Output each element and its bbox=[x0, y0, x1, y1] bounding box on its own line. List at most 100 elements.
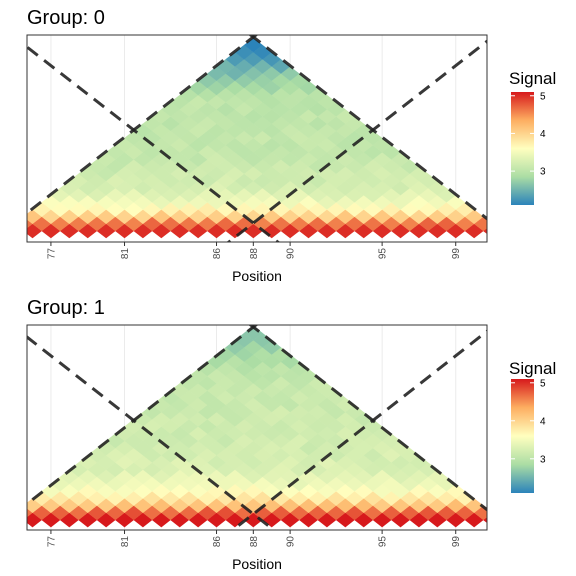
heatmap-cell bbox=[225, 354, 245, 370]
facet-group-0: Group: 0 77 81 86 88 90 95 99 Position Signal … bbox=[26, 7, 556, 284]
heatmap-cell bbox=[207, 195, 226, 210]
heatmap-cell bbox=[50, 476, 70, 492]
heatmap-cell bbox=[427, 512, 447, 528]
heatmap-cell bbox=[78, 166, 98, 182]
heatmap-cell bbox=[253, 361, 272, 377]
heatmap-cell bbox=[170, 455, 190, 470]
heatmap-cell bbox=[124, 447, 144, 463]
heatmap-cell bbox=[197, 187, 217, 203]
heatmap-cell bbox=[133, 166, 153, 182]
heatmap-cell bbox=[271, 419, 291, 434]
legend: Signal 3 4 5 bbox=[509, 359, 556, 493]
heatmap-cell bbox=[188, 80, 208, 96]
heatmap-cell bbox=[335, 109, 355, 124]
heatmap-cell bbox=[151, 483, 171, 499]
heatmap-cell bbox=[280, 195, 300, 210]
heatmap-cell bbox=[473, 505, 487, 521]
heatmap-cell bbox=[427, 483, 447, 499]
heatmap-cell bbox=[96, 223, 116, 239]
heatmap-cell bbox=[170, 123, 190, 139]
legend-tick-label: 3 bbox=[540, 167, 546, 178]
heatmap-cell bbox=[170, 483, 190, 499]
heatmap-cell bbox=[289, 145, 309, 160]
heatmap-cell bbox=[381, 159, 401, 174]
x-tick-label: 81 bbox=[120, 536, 131, 548]
heatmap-cell bbox=[124, 476, 144, 492]
heatmap-cell bbox=[27, 209, 42, 224]
legend-colorbar bbox=[511, 379, 534, 493]
heatmap-cell bbox=[381, 173, 401, 189]
heatmap-cell bbox=[188, 455, 208, 470]
heatmap-cell bbox=[326, 390, 346, 406]
x-tick-label: 99 bbox=[451, 248, 462, 260]
heatmap-cell bbox=[483, 516, 487, 524]
heatmap-cell bbox=[418, 202, 438, 217]
heatmap-cell bbox=[27, 508, 33, 518]
heatmap-cell bbox=[243, 354, 263, 370]
heatmap-cell bbox=[280, 137, 300, 153]
x-tick-label: 95 bbox=[378, 536, 389, 548]
heatmap-cell bbox=[326, 202, 346, 217]
heatmap-cell bbox=[87, 447, 107, 463]
x-tick-label: 88 bbox=[249, 536, 260, 548]
heatmap-cell bbox=[124, 187, 144, 203]
heatmap-cell bbox=[151, 166, 171, 182]
heatmap-cell bbox=[96, 483, 116, 499]
heatmap-cell bbox=[262, 354, 282, 370]
heatmap-cell bbox=[391, 455, 410, 470]
heatmap-cell bbox=[105, 447, 125, 463]
heatmap-cell bbox=[289, 116, 309, 131]
heatmap-cell bbox=[326, 116, 346, 131]
heatmap-cell bbox=[317, 383, 337, 398]
heatmap-cell bbox=[188, 383, 208, 398]
x-tick-label: 90 bbox=[286, 248, 297, 260]
heatmap-cell bbox=[335, 180, 355, 196]
heatmap-cell bbox=[96, 455, 116, 470]
heatmap-cell bbox=[234, 59, 254, 74]
heatmap-cell bbox=[41, 195, 61, 210]
heatmap-cell bbox=[345, 419, 364, 434]
heatmap-cell bbox=[243, 483, 263, 499]
heatmap-cell bbox=[124, 159, 144, 174]
heatmap-cell bbox=[225, 66, 245, 81]
heatmap-cell bbox=[115, 195, 134, 210]
heatmap-cell bbox=[225, 483, 245, 499]
legend-ticks: 3 4 5 bbox=[511, 91, 546, 178]
heatmap-cell bbox=[381, 145, 401, 160]
legend-colorbar bbox=[511, 92, 534, 205]
heatmap-cell bbox=[133, 455, 153, 470]
heatmap-cell bbox=[5, 513, 24, 528]
heatmap-cell bbox=[243, 52, 263, 67]
heatmap-cell bbox=[207, 455, 226, 470]
heatmap-cell bbox=[271, 159, 291, 174]
heatmap-cell bbox=[225, 80, 245, 96]
heatmap-cell bbox=[225, 383, 245, 398]
panel-border bbox=[26, 324, 488, 531]
legend-tick-label: 4 bbox=[540, 129, 546, 140]
heatmap-cell bbox=[216, 419, 236, 434]
heatmap-cell bbox=[381, 216, 401, 232]
heatmap-cell bbox=[345, 476, 364, 492]
heatmap-cell bbox=[170, 383, 190, 398]
heatmap-cell bbox=[216, 130, 236, 146]
heatmap-cell bbox=[372, 137, 392, 153]
heatmap-cell bbox=[243, 455, 263, 470]
heatmap-cell bbox=[216, 159, 236, 174]
heatmap-cell bbox=[335, 123, 355, 139]
heatmap-cell bbox=[372, 426, 392, 442]
heatmap-cell bbox=[271, 447, 291, 463]
heatmap-cells bbox=[27, 37, 487, 239]
heatmap-cell bbox=[335, 426, 355, 442]
heatmap-cell bbox=[170, 195, 190, 210]
legend: Signal 3 4 5 bbox=[509, 69, 556, 205]
heatmap-cell bbox=[124, 130, 144, 146]
heatmap-cell bbox=[271, 130, 291, 146]
x-tick-label: 88 bbox=[249, 248, 260, 260]
heatmap-cell bbox=[27, 219, 33, 229]
heatmap-cell bbox=[335, 195, 355, 210]
heatmap-cell bbox=[253, 476, 272, 492]
x-tick-label: 86 bbox=[212, 536, 223, 548]
